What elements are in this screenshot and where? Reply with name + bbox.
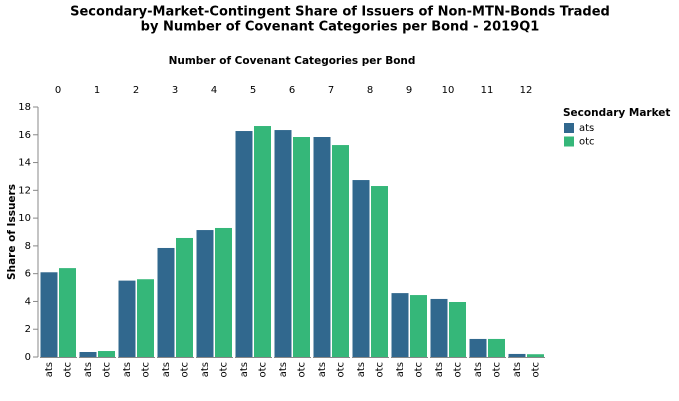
y-tick-label: 2 (25, 324, 31, 335)
y-tick-label: 0 (25, 352, 31, 363)
x-tick-label: ats (278, 362, 289, 377)
x-tick-label: otc (102, 362, 113, 378)
x-tick-label: ats (317, 362, 328, 377)
bar (157, 247, 175, 357)
bar (508, 353, 526, 357)
y-tick-label: 12 (18, 185, 31, 196)
legend-title: Secondary Market (563, 107, 670, 119)
x-tick-label: otc (258, 362, 269, 378)
bar (98, 351, 115, 357)
bar (410, 295, 427, 357)
x-tick-label: ats (200, 362, 211, 377)
column-label: 9 (406, 85, 412, 96)
column-label: 2 (133, 85, 139, 96)
column-label: 8 (367, 85, 373, 96)
bar (371, 186, 388, 357)
x-tick-label: ats (512, 362, 523, 377)
y-tick-label: 14 (18, 158, 31, 169)
x-tick-label: otc (453, 362, 464, 378)
x-tick-label: otc (297, 362, 308, 378)
bar (59, 268, 76, 357)
x-tick-label: otc (180, 362, 191, 378)
column-label: 11 (481, 85, 494, 96)
bar (352, 180, 370, 357)
x-tick-label: otc (219, 362, 230, 378)
x-tick-label: otc (336, 362, 347, 378)
x-tick-label: ats (44, 362, 55, 377)
x-tick-label: ats (473, 362, 484, 377)
x-tick-label: ats (161, 362, 172, 377)
bar (449, 302, 466, 357)
bar (79, 352, 97, 357)
x-tick-label: ats (434, 362, 445, 377)
chart-title: Secondary-Market-Contingent Share of Iss… (70, 5, 610, 20)
bar (527, 354, 544, 357)
bar (293, 137, 310, 357)
x-tick-label: otc (141, 362, 152, 378)
bar (176, 237, 193, 357)
column-label: 3 (172, 85, 178, 96)
bar (118, 280, 136, 357)
y-axis-title: Share of Issuers (6, 184, 18, 280)
column-label: 1 (94, 85, 100, 96)
y-tick-label: 8 (25, 241, 31, 252)
x-tick-label: otc (375, 362, 386, 378)
bar (215, 227, 232, 357)
x-tick-label: otc (492, 362, 503, 378)
bar (40, 272, 58, 357)
column-axis-title: Number of Covenant Categories per Bond (169, 55, 416, 67)
y-tick-label: 4 (25, 296, 31, 307)
column-label: 4 (211, 85, 217, 96)
bar (488, 338, 505, 357)
legend-swatch (564, 123, 574, 133)
legend-swatch (564, 136, 574, 147)
bar (430, 298, 448, 357)
bar (235, 131, 253, 357)
x-tick-label: ats (356, 362, 367, 377)
x-tick-label: otc (63, 362, 74, 378)
column-label: 6 (289, 85, 295, 96)
y-tick-label: 10 (18, 213, 31, 224)
column-label: 7 (328, 85, 334, 96)
column-label: 12 (520, 85, 533, 96)
x-tick-label: otc (531, 362, 542, 378)
column-label: 10 (442, 85, 455, 96)
bar (196, 230, 214, 357)
bar (313, 137, 331, 357)
bar (391, 293, 409, 357)
legend-label: ats (579, 123, 594, 134)
x-tick-label: otc (414, 362, 425, 378)
y-tick-label: 16 (18, 130, 31, 141)
bar (254, 126, 271, 358)
y-tick-label: 6 (25, 269, 31, 280)
bar (469, 338, 487, 357)
x-tick-label: ats (395, 362, 406, 377)
x-tick-label: ats (239, 362, 250, 377)
column-label: 0 (55, 85, 61, 96)
bar (137, 279, 154, 357)
x-tick-label: ats (122, 362, 133, 377)
column-label: 5 (250, 85, 256, 96)
bar (274, 130, 292, 357)
x-tick-label: ats (83, 362, 94, 377)
y-tick-label: 18 (18, 102, 31, 113)
chart-title: by Number of Covenant Categories per Bon… (141, 20, 540, 35)
legend-label: otc (579, 137, 595, 148)
bar (332, 145, 349, 357)
